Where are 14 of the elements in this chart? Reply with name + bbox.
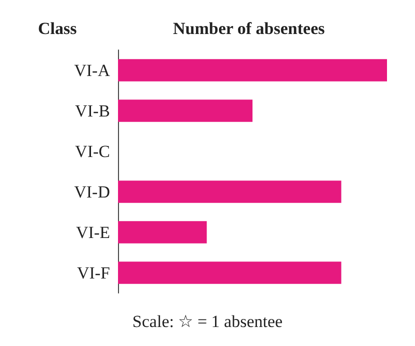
y-tick-label: VI-A <box>74 60 111 80</box>
y-tick-label: VI-E <box>76 222 110 242</box>
bar <box>118 59 387 82</box>
y-axis-title: Class <box>38 19 78 38</box>
bar <box>118 262 342 284</box>
text: Scale: ☆ = 1 absentee <box>132 312 283 331</box>
x-axis-title: Number of absentees <box>173 19 326 38</box>
y-tick-label: VI-D <box>74 182 110 202</box>
y-tick-label: VI-F <box>76 263 110 282</box>
y-tick-label: VI-C <box>75 142 110 161</box>
bar <box>118 100 252 122</box>
bar <box>118 180 342 203</box>
bar <box>118 221 207 244</box>
y-tick-label: VI-B <box>75 101 110 120</box>
